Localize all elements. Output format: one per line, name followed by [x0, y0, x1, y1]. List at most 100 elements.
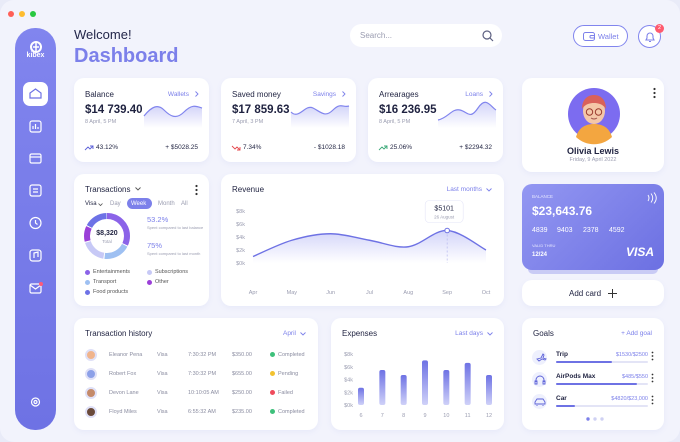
add-card-label: Add card [569, 289, 602, 298]
pagination[interactable] [586, 417, 606, 421]
goal-icon-path [534, 398, 545, 406]
stat-note: Spent compared to last balance [147, 225, 204, 230]
sparkline-line [290, 105, 350, 115]
credit-card[interactable]: BALANCE $23,643.76 4839 9403 2378 4592 V… [522, 184, 664, 270]
card-number-group: 4839 [532, 227, 548, 234]
music-icon[interactable] [29, 249, 42, 262]
circle-shape [482, 30, 492, 40]
home-icon[interactable] [29, 88, 42, 99]
bar [486, 375, 492, 405]
menu-dots[interactable] [653, 87, 656, 99]
chevron[interactable] [300, 332, 306, 336]
tab[interactable]: All [181, 201, 188, 207]
path-shape [582, 95, 606, 109]
chevron[interactable] [98, 203, 103, 207]
card-title: Revenue [232, 185, 265, 194]
maximize-dot[interactable] [30, 11, 36, 17]
card-icon[interactable] [29, 153, 42, 164]
row-amount: $250.00 [232, 390, 252, 396]
trend-arrow-path [378, 145, 388, 151]
row-name: Eleanor Pena [109, 352, 143, 358]
card-title: Expenses [342, 329, 378, 338]
tooltip-date: 26 August [434, 215, 455, 220]
nav-icons [29, 88, 43, 407]
profile-date: Friday, 9 April 2022 [569, 157, 617, 163]
path-shape [33, 188, 38, 193]
wallet-button[interactable]: Wallet [573, 25, 628, 47]
rect-shape [583, 32, 595, 41]
sparkline-area [438, 102, 496, 128]
menu-dots[interactable] [195, 184, 198, 196]
dot [651, 402, 654, 405]
period-filter[interactable]: Last days [455, 330, 483, 337]
doc-icon[interactable] [29, 184, 42, 197]
chevron[interactable] [135, 187, 141, 191]
circle-shape [195, 184, 198, 188]
tab-active-bg[interactable] [127, 198, 152, 209]
legend-swatch [147, 270, 152, 275]
close-dot[interactable] [8, 11, 14, 17]
card-number-group: 4592 [609, 227, 625, 234]
y-tick-label: $2k [236, 248, 245, 254]
path-shape [645, 32, 655, 43]
tab-active[interactable]: Week [131, 201, 147, 207]
x-tick-label: Sep [442, 290, 452, 296]
card-title: Balance [85, 90, 114, 99]
mail-icon[interactable] [29, 283, 42, 294]
path-shape [486, 188, 492, 192]
clock-icon[interactable] [29, 216, 42, 230]
goal-name: Car [556, 395, 567, 402]
add-goal[interactable]: + Add goal [621, 330, 652, 337]
menu-dots [651, 351, 654, 361]
valid-label: VALID THRU [532, 243, 556, 248]
card-link[interactable]: Savings [312, 91, 336, 98]
period-filter[interactable]: Last months [446, 186, 482, 193]
legend-swatch [85, 270, 90, 275]
chevron[interactable] [486, 188, 492, 192]
y-tick-label: $4k [344, 378, 353, 384]
row-name: Devon Lane [109, 390, 139, 396]
search-icon[interactable] [482, 30, 494, 42]
chart-icon[interactable] [29, 120, 42, 133]
x-tick-label: Jun [326, 290, 335, 296]
legend-label: Entertainments [93, 269, 130, 275]
legend-swatch [85, 290, 90, 295]
rect-shape [589, 35, 595, 39]
goal-name: AirPods Max [556, 373, 596, 380]
month-filter[interactable]: April [282, 330, 296, 337]
goal-amount: $485/$550 [622, 374, 648, 380]
x-tick-label: Jul [366, 290, 373, 296]
card-title: Arrearages [379, 90, 419, 99]
row-status: Pending [278, 371, 299, 377]
y-tick-label: $8k [344, 352, 353, 358]
tab[interactable]: Month [158, 201, 175, 207]
circle-shape [600, 417, 604, 421]
chevron[interactable] [487, 332, 493, 336]
tab[interactable]: Day [110, 201, 121, 207]
card-filter[interactable]: Visa [85, 201, 97, 207]
search-box[interactable]: Search... [350, 24, 502, 47]
x-tick-label: 8 [402, 413, 405, 419]
goal-icon-bg [532, 350, 547, 365]
chevron [342, 91, 346, 97]
date: 7 April, 3 PM [232, 119, 264, 125]
card-link[interactable]: Loans [465, 91, 483, 98]
minimize-dot[interactable] [19, 11, 25, 17]
sparkline [290, 105, 350, 128]
amount: $16 236.95 [379, 104, 437, 116]
row-avatar [85, 368, 97, 380]
legend-label: Other [155, 279, 169, 285]
circle-shape [594, 108, 603, 116]
settings-icon[interactable] [30, 397, 41, 407]
chevron [195, 91, 199, 97]
row-time: 6:55:32 AM [188, 409, 216, 415]
menu-dots [651, 373, 654, 383]
row-status: Completed [278, 352, 305, 358]
nav-home-active[interactable] [23, 82, 48, 106]
point [444, 227, 450, 234]
add-card-button[interactable]: Add card [522, 280, 664, 306]
x-tick-label: 6 [359, 413, 362, 419]
card-link[interactable]: Wallets [167, 91, 189, 98]
avatar[interactable] [567, 87, 621, 145]
